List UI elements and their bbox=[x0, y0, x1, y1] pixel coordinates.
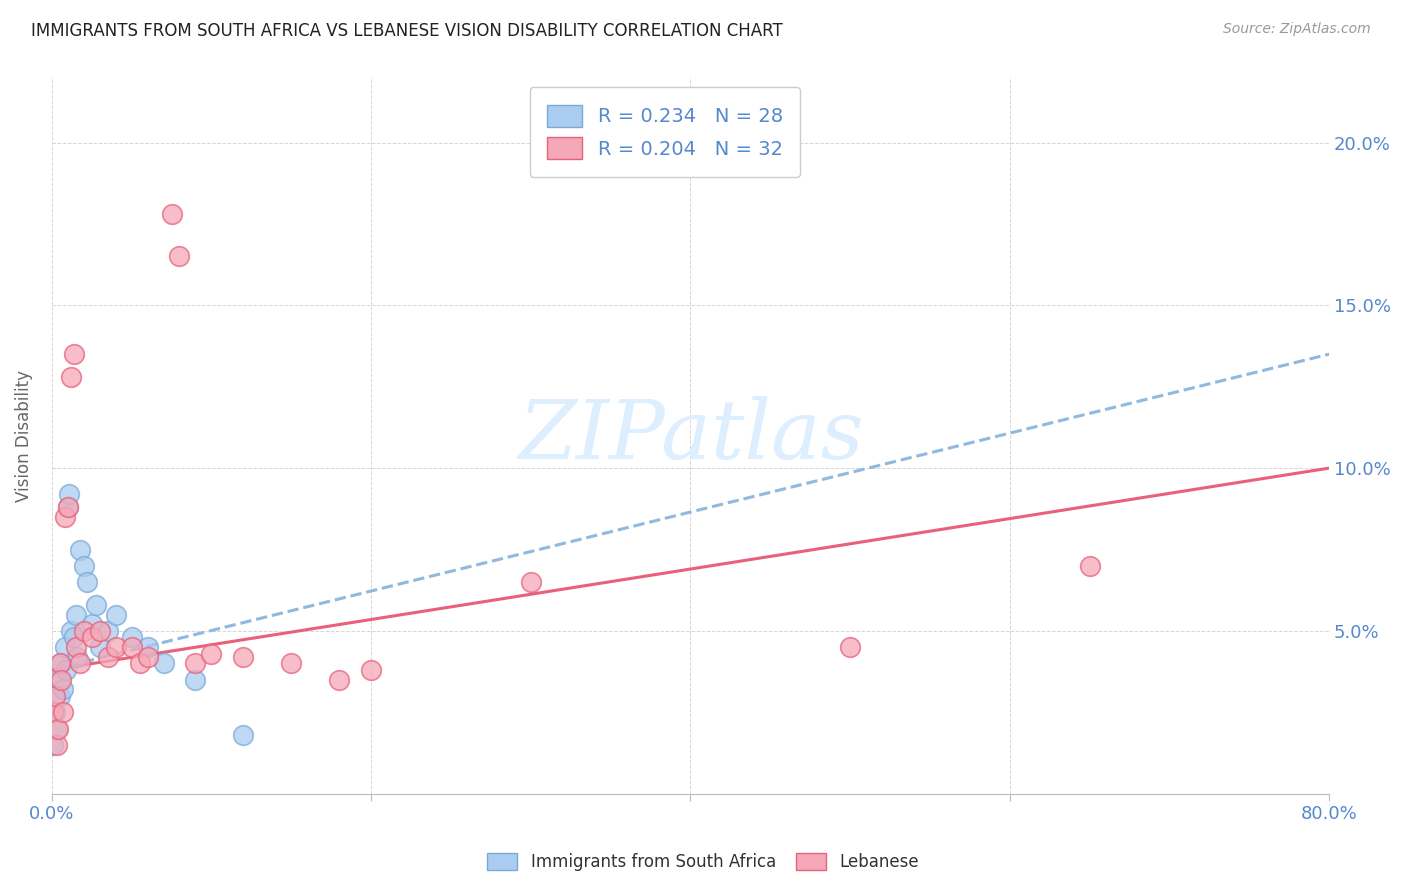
Y-axis label: Vision Disability: Vision Disability bbox=[15, 369, 32, 501]
Point bbox=[136, 649, 159, 664]
Point bbox=[160, 207, 183, 221]
Point bbox=[55, 663, 77, 677]
Point bbox=[52, 682, 75, 697]
Point bbox=[169, 250, 191, 264]
Point bbox=[53, 510, 76, 524]
Point bbox=[58, 487, 80, 501]
Point bbox=[80, 617, 103, 632]
Point bbox=[65, 607, 87, 622]
Point bbox=[89, 640, 111, 655]
Point bbox=[232, 649, 254, 664]
Point bbox=[44, 689, 66, 703]
Point bbox=[121, 640, 143, 655]
Point bbox=[65, 640, 87, 655]
Point bbox=[328, 673, 350, 687]
Point bbox=[360, 663, 382, 677]
Point bbox=[520, 575, 543, 590]
Point bbox=[63, 631, 86, 645]
Legend: R = 0.234   N = 28, R = 0.204   N = 32: R = 0.234 N = 28, R = 0.204 N = 32 bbox=[530, 87, 800, 177]
Point bbox=[89, 624, 111, 638]
Point bbox=[128, 657, 150, 671]
Text: ZIPatlas: ZIPatlas bbox=[517, 395, 863, 475]
Point bbox=[66, 649, 89, 664]
Point bbox=[59, 624, 82, 638]
Point bbox=[69, 542, 91, 557]
Point bbox=[121, 631, 143, 645]
Point bbox=[280, 657, 302, 671]
Point bbox=[45, 722, 67, 736]
Point bbox=[69, 657, 91, 671]
Point bbox=[59, 370, 82, 384]
Point bbox=[42, 738, 65, 752]
Point bbox=[52, 706, 75, 720]
Point bbox=[48, 657, 70, 671]
Point bbox=[48, 689, 70, 703]
Point bbox=[46, 673, 69, 687]
Point bbox=[152, 657, 174, 671]
Point bbox=[184, 657, 207, 671]
Point bbox=[56, 500, 79, 515]
Point bbox=[1078, 558, 1101, 573]
Point bbox=[104, 607, 127, 622]
Point bbox=[53, 640, 76, 655]
Point bbox=[73, 624, 96, 638]
Text: Source: ZipAtlas.com: Source: ZipAtlas.com bbox=[1223, 22, 1371, 37]
Point bbox=[200, 647, 222, 661]
Legend: Immigrants from South Africa, Lebanese: Immigrants from South Africa, Lebanese bbox=[479, 845, 927, 880]
Point bbox=[51, 657, 73, 671]
Point bbox=[136, 640, 159, 655]
Point bbox=[76, 575, 98, 590]
Point bbox=[184, 673, 207, 687]
Point bbox=[56, 500, 79, 515]
Point bbox=[51, 673, 73, 687]
Point bbox=[80, 631, 103, 645]
Point bbox=[86, 598, 108, 612]
Point bbox=[44, 706, 66, 720]
Point bbox=[97, 649, 120, 664]
Point bbox=[104, 640, 127, 655]
Text: IMMIGRANTS FROM SOUTH AFRICA VS LEBANESE VISION DISABILITY CORRELATION CHART: IMMIGRANTS FROM SOUTH AFRICA VS LEBANESE… bbox=[31, 22, 783, 40]
Point bbox=[45, 738, 67, 752]
Point bbox=[46, 722, 69, 736]
Point bbox=[97, 624, 120, 638]
Point bbox=[73, 558, 96, 573]
Point bbox=[232, 728, 254, 742]
Point bbox=[839, 640, 862, 655]
Point bbox=[63, 347, 86, 361]
Point bbox=[42, 706, 65, 720]
